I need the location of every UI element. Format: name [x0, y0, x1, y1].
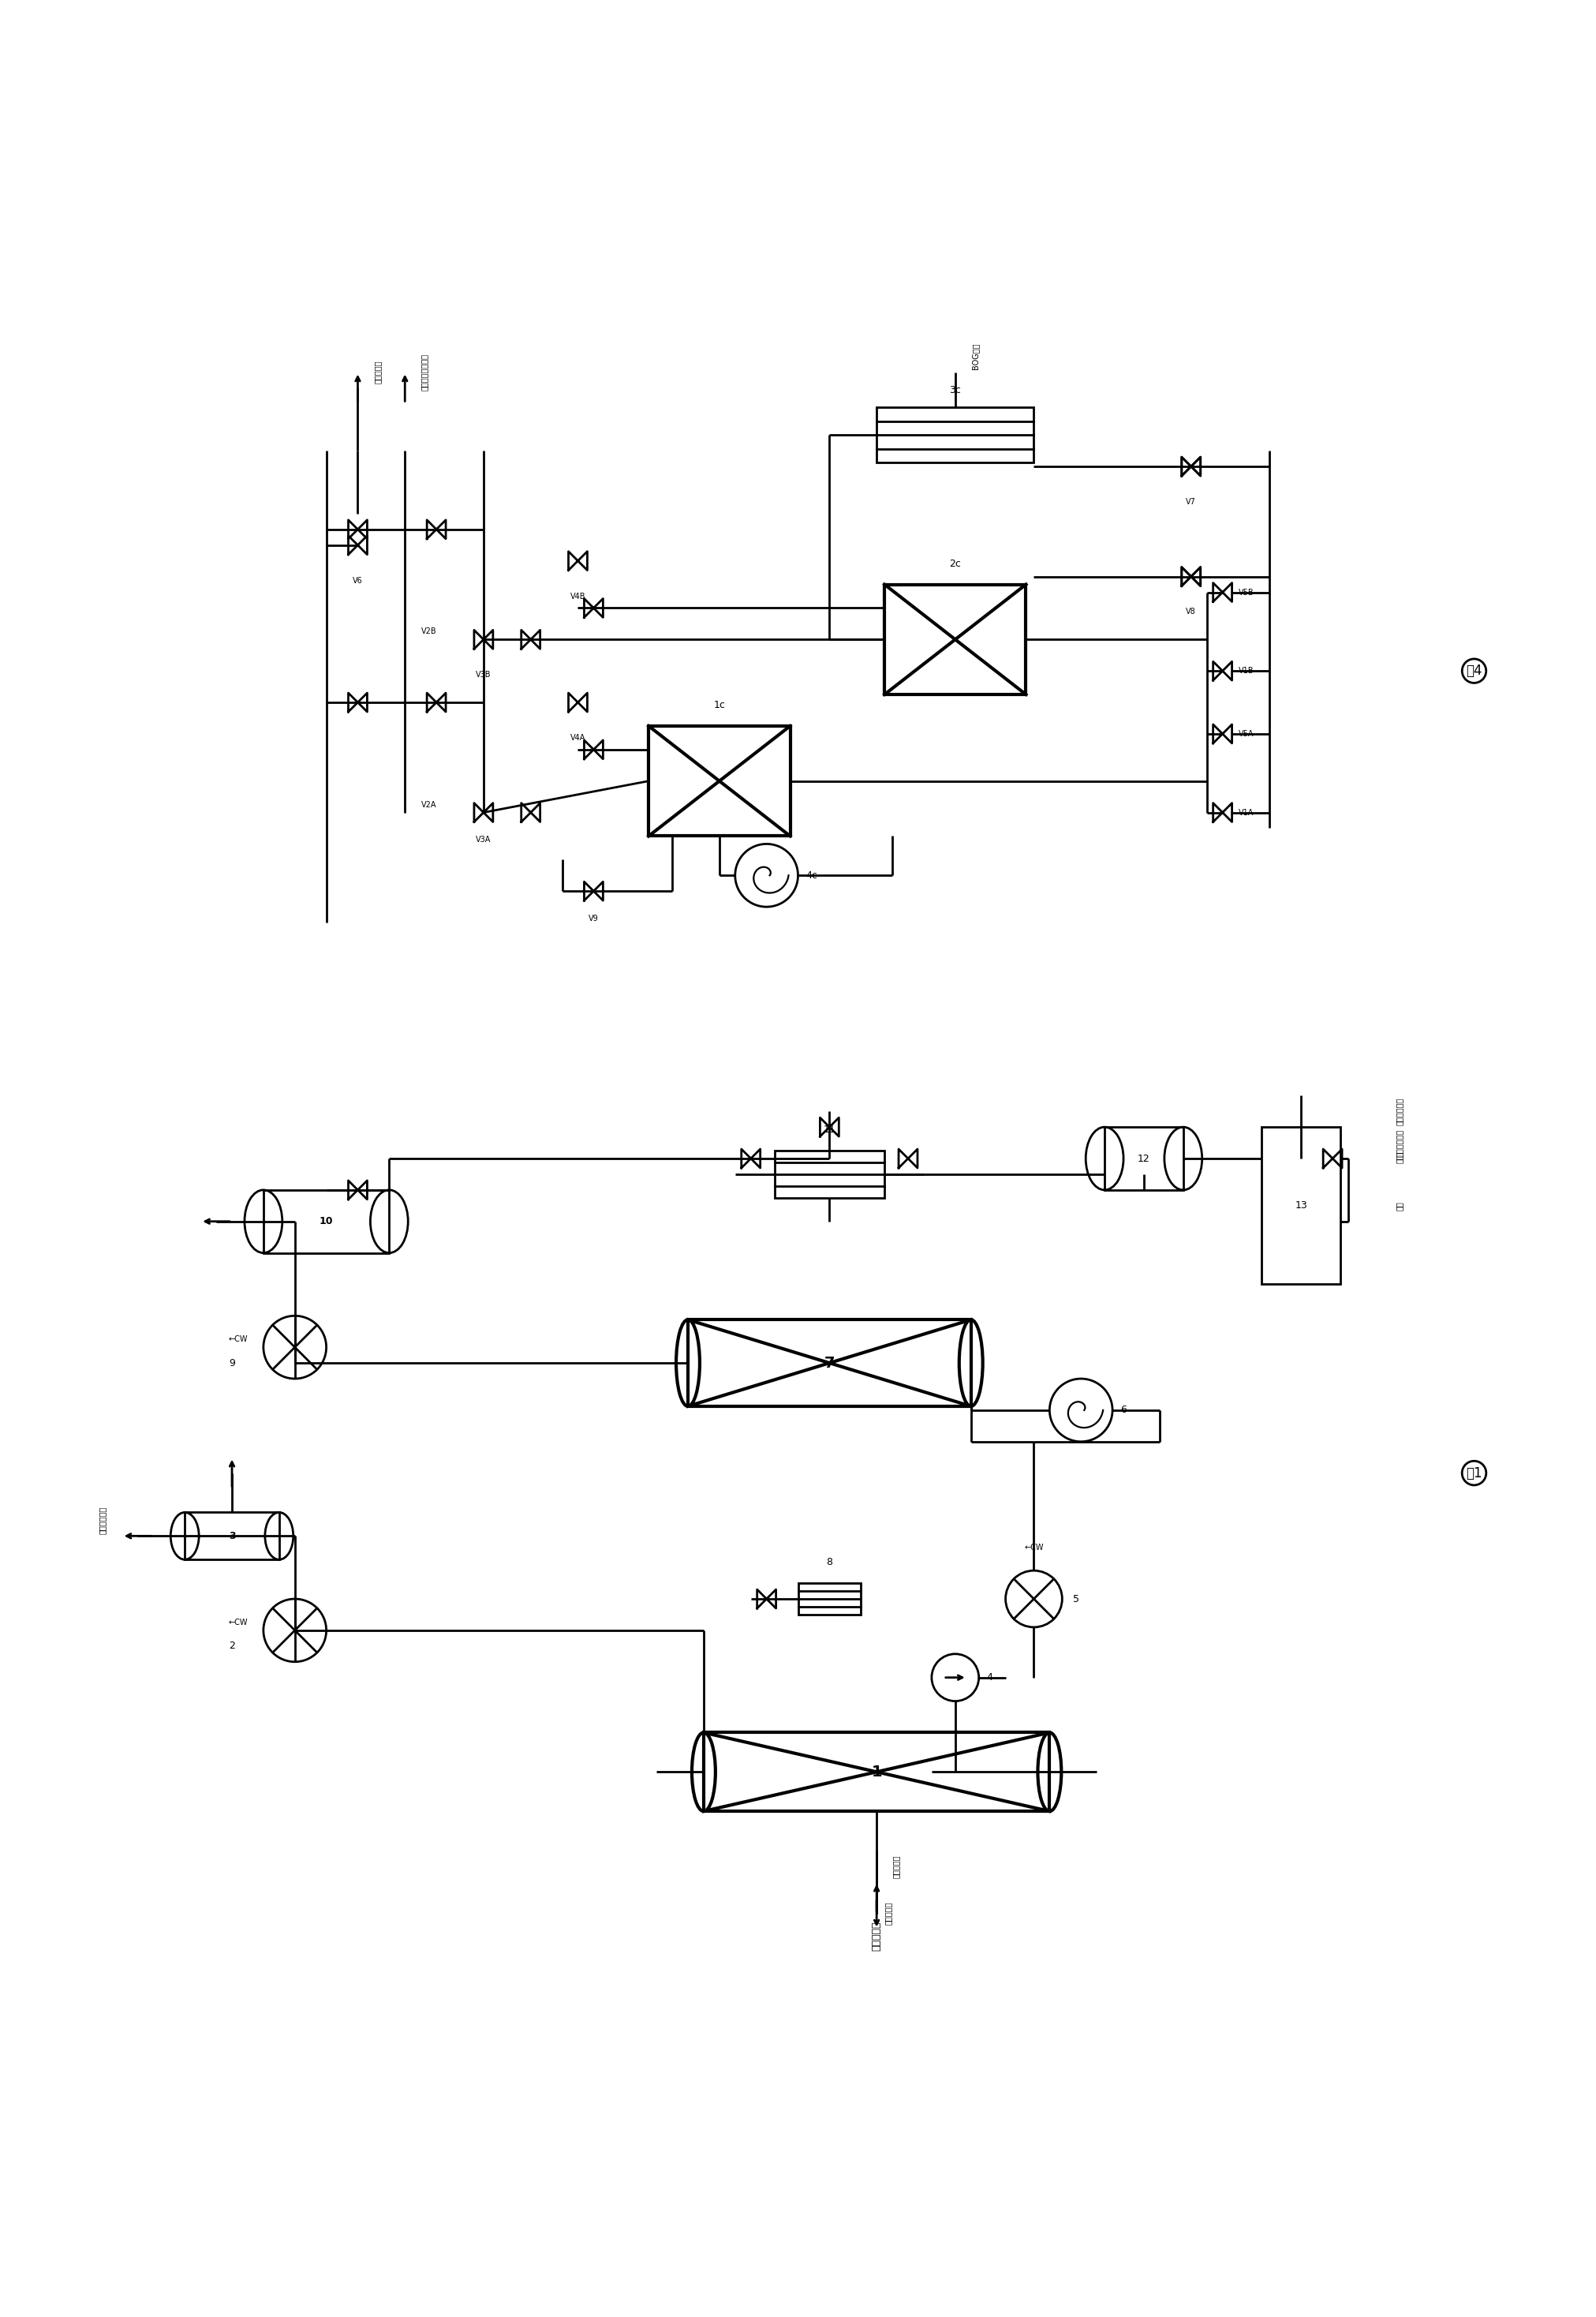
Text: 10: 10: [319, 1216, 334, 1226]
Text: 1c: 1c: [713, 700, 725, 711]
Bar: [704, 1733, 1050, 1812]
Text: V9: V9: [589, 915, 598, 922]
Bar: [774, 1152, 884, 1198]
Text: ←CW: ←CW: [1025, 1543, 1044, 1552]
Text: 富甲烷气体: 富甲烷气体: [871, 1921, 881, 1951]
Text: 3: 3: [228, 1532, 235, 1541]
Text: 11: 11: [824, 1124, 836, 1135]
Bar: [1262, 1126, 1341, 1284]
Text: 1: 1: [871, 1766, 883, 1779]
Text: 12: 12: [1138, 1154, 1151, 1163]
Bar: [263, 1191, 389, 1253]
Text: 废气送外界: 废气送外界: [373, 361, 381, 385]
Bar: [688, 1321, 970, 1406]
Text: 图1: 图1: [1467, 1467, 1483, 1481]
Text: BOG气体: BOG气体: [970, 343, 978, 371]
Bar: [648, 725, 790, 836]
Text: V2A: V2A: [421, 802, 436, 809]
Bar: [1104, 1126, 1183, 1191]
Text: V7: V7: [1186, 498, 1195, 505]
Text: 13: 13: [1294, 1200, 1307, 1212]
Text: 3c: 3c: [950, 385, 961, 396]
Text: 图4: 图4: [1467, 665, 1483, 679]
Text: V3A: V3A: [476, 836, 492, 843]
Text: V5A: V5A: [1238, 730, 1253, 737]
Bar: [884, 584, 1026, 695]
Text: V6: V6: [353, 577, 362, 584]
Text: V8: V8: [1186, 607, 1195, 616]
Text: 2c: 2c: [950, 558, 961, 568]
Text: 富甲烷气体: 富甲烷气体: [884, 1902, 892, 1925]
Text: 净化水分离器: 净化水分离器: [1395, 1128, 1403, 1156]
Text: 4: 4: [986, 1673, 993, 1682]
Text: 气体液化装置分配: 气体液化装置分配: [421, 355, 429, 392]
Bar: [876, 408, 1034, 463]
Text: 5: 5: [1073, 1594, 1079, 1603]
Text: V1B: V1B: [1238, 667, 1253, 674]
Text: 排水: 排水: [1395, 1154, 1403, 1163]
Text: 7: 7: [824, 1355, 835, 1369]
Text: 排水: 排水: [1395, 1200, 1403, 1209]
Text: 轻烃组分产率: 轻烃组分产率: [99, 1506, 107, 1534]
Bar: [185, 1513, 279, 1559]
Text: ←CW: ←CW: [228, 1620, 247, 1627]
Text: V3B: V3B: [476, 672, 492, 679]
Text: 9: 9: [228, 1358, 235, 1367]
Text: 4c: 4c: [806, 871, 817, 880]
Text: ←CW: ←CW: [228, 1335, 247, 1344]
Text: V1A: V1A: [1238, 809, 1253, 816]
Text: V4A: V4A: [570, 734, 586, 741]
Text: 富甲烷气体: 富甲烷气体: [892, 1854, 900, 1877]
Bar: [798, 1583, 860, 1615]
Text: 8: 8: [827, 1557, 833, 1566]
Text: V4B: V4B: [570, 593, 586, 600]
Text: 6: 6: [1120, 1404, 1127, 1416]
Text: 2: 2: [228, 1640, 235, 1652]
Text: 净化水分离器: 净化水分离器: [1395, 1098, 1403, 1126]
Text: V2B: V2B: [421, 628, 436, 635]
Text: V5B: V5B: [1238, 589, 1254, 595]
